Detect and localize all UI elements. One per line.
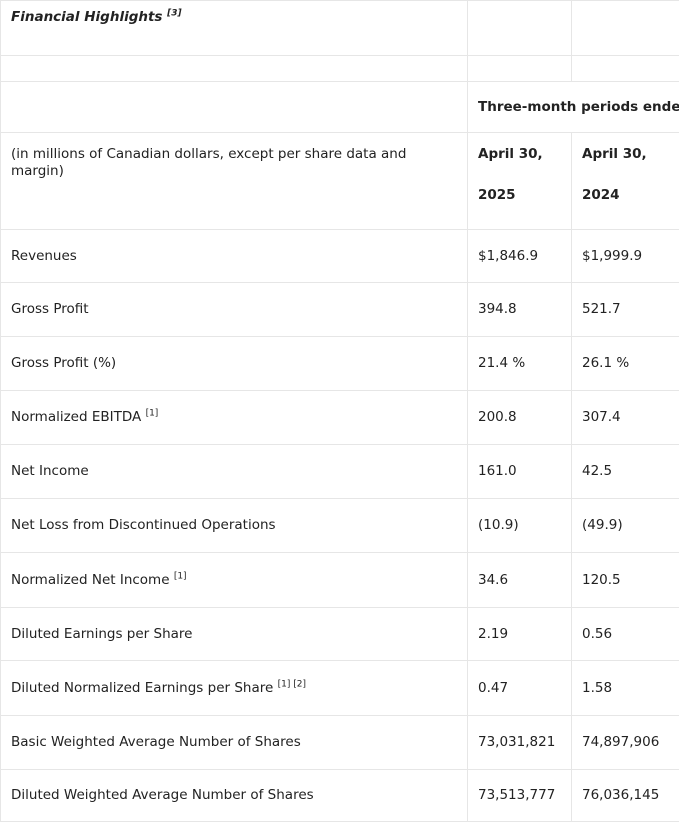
row-label: Net Loss from Discontinued Operations (11, 517, 276, 533)
value-2024: 0.56 (572, 608, 679, 661)
table-row: Basic Weighted Average Number of Shares 7… (1, 716, 679, 770)
row-label: Gross Profit (%) (11, 355, 116, 371)
row-label-cell: Normalized Net Income [1] (1, 553, 468, 608)
data-rows: Revenues $1,846.9$1,999.9 Gross Profit 394.… (1, 230, 679, 822)
row-footnote: [1] (146, 409, 159, 419)
row-label: Gross Profit (11, 301, 89, 317)
period-header: Three-month periods ended (468, 82, 679, 133)
value-2025: 21.4 % (468, 337, 572, 391)
empty-cell (468, 56, 572, 82)
table-row: Diluted Weighted Average Number of Share… (1, 770, 679, 822)
title-row: Financial Highlights [3] (1, 1, 679, 56)
value-2024: 307.4 (572, 391, 679, 445)
row-label-cell: Gross Profit (1, 283, 468, 337)
empty-cell (572, 56, 679, 82)
value-2024: (49.9) (572, 499, 679, 553)
table-row: Gross Profit (%) 21.4 %26.1 % (1, 337, 679, 391)
title-text: Financial Highlights (11, 9, 162, 25)
value-2024: 1.58 (572, 661, 679, 716)
value-2025: 394.8 (468, 283, 572, 337)
empty-cell (1, 82, 468, 133)
row-label: Revenues (11, 248, 77, 264)
row-label-cell: Net Income (1, 445, 468, 499)
row-label-cell: Basic Weighted Average Number of Shares (1, 716, 468, 770)
col-2025-header: April 30, 2025 (468, 133, 572, 230)
value-2025: 161.0 (468, 445, 572, 499)
row-label: Diluted Weighted Average Number of Share… (11, 787, 314, 803)
value-2025: 0.47 (468, 661, 572, 716)
value-2025: 73,513,777 (468, 770, 572, 822)
period-header-row: Three-month periods ended (1, 82, 679, 133)
empty-cell (1, 56, 468, 82)
value-2025: 73,031,821 (468, 716, 572, 770)
value-2025: 34.6 (468, 553, 572, 608)
row-label: Normalized EBITDA (11, 409, 141, 425)
spacer-row (1, 56, 679, 82)
row-label: Normalized Net Income (11, 572, 170, 588)
row-label-cell: Diluted Earnings per Share (1, 608, 468, 661)
row-footnote: [1] (174, 571, 187, 581)
value-2025: (10.9) (468, 499, 572, 553)
column-header-row: (in millions of Canadian dollars, except… (1, 133, 679, 230)
value-2025: 200.8 (468, 391, 572, 445)
value-2024: 26.1 % (572, 337, 679, 391)
col-2024-header: April 30, 2024 (572, 133, 679, 230)
col-2024-date: April 30, (582, 146, 669, 163)
table-row: Net Loss from Discontinued Operations (10… (1, 499, 679, 553)
row-label: Diluted Earnings per Share (11, 626, 192, 642)
table-row: Diluted Normalized Earnings per Share [1… (1, 661, 679, 716)
row-label-cell: Diluted Weighted Average Number of Share… (1, 770, 468, 822)
row-label-cell: Diluted Normalized Earnings per Share [1… (1, 661, 468, 716)
value-2025: 2.19 (468, 608, 572, 661)
col-2025-year: 2025 (478, 187, 561, 204)
value-2024: 120.5 (572, 553, 679, 608)
title-footnote: [3] (167, 9, 182, 19)
value-2025: $1,846.9 (468, 230, 572, 283)
row-label: Diluted Normalized Earnings per Share (11, 680, 273, 696)
row-label-cell: Net Loss from Discontinued Operations (1, 499, 468, 553)
table-title: Financial Highlights [3] (1, 1, 468, 56)
row-label-cell: Normalized EBITDA [1] (1, 391, 468, 445)
col-2024-year: 2024 (582, 187, 669, 204)
table-row: Revenues $1,846.9$1,999.9 (1, 230, 679, 283)
row-label-cell: Gross Profit (%) (1, 337, 468, 391)
units-label: (in millions of Canadian dollars, except… (1, 133, 468, 230)
value-2024: 76,036,145 (572, 770, 679, 822)
empty-cell (468, 1, 572, 56)
value-2024: 42.5 (572, 445, 679, 499)
value-2024: 521.7 (572, 283, 679, 337)
col-2025-date: April 30, (478, 146, 561, 163)
row-label-cell: Revenues (1, 230, 468, 283)
row-label: Net Income (11, 463, 89, 479)
value-2024: $1,999.9 (572, 230, 679, 283)
row-label: Basic Weighted Average Number of Shares (11, 734, 301, 750)
value-2024: 74,897,906 (572, 716, 679, 770)
empty-cell (572, 1, 679, 56)
row-footnote: [1] [2] (278, 679, 306, 689)
